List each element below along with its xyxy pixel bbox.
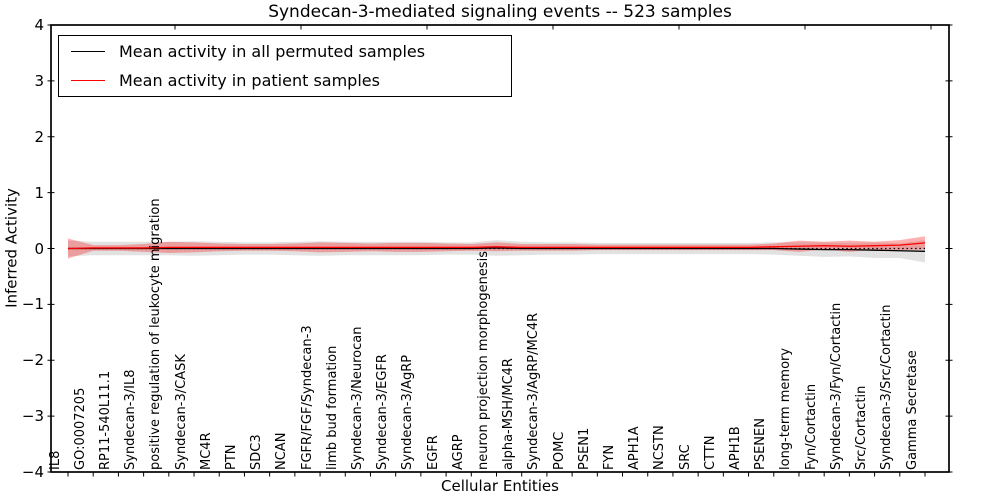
- x-tick-label: NCAN: [274, 432, 290, 470]
- permuted-line: [68, 247, 926, 252]
- y-tick-label: 4: [34, 16, 44, 34]
- x-tick-label: Syndecan-3/AgRP/MC4R: [526, 312, 542, 470]
- x-tick-label: PTN: [223, 444, 239, 470]
- legend-entry-permuted: Mean activity in all permuted samples: [59, 37, 511, 65]
- x-tick-label: MC4R: [198, 432, 214, 470]
- x-tick-label: AGRP: [450, 434, 466, 470]
- x-tick-label: RP11-540L11.1: [97, 370, 113, 470]
- x-tick-label: alpha-MSH/MC4R: [501, 358, 517, 470]
- patient-line-sample: [71, 80, 105, 82]
- x-tick-label: neuron projection morphogenesis: [476, 251, 491, 470]
- permuted-line-sample: [71, 50, 105, 52]
- chart-title: Syndecan-3-mediated signaling events -- …: [268, 2, 732, 22]
- x-tick-label: limb bud formation: [324, 345, 340, 470]
- x-tick-label: Syndecan-3/EGFR: [375, 354, 391, 470]
- x-tick-label: APH1A: [627, 426, 643, 470]
- x-tick-label: EGFR: [425, 435, 441, 470]
- x-tick-label: Syndecan-3/Neurocan: [349, 326, 365, 470]
- x-tick-label: positive regulation of leukocyte migrati…: [148, 198, 164, 470]
- x-tick-label: Syndecan-3/CASK: [173, 354, 189, 470]
- x-tick-label: Src/Cortactin: [854, 385, 870, 470]
- y-tick-label: −4: [21, 463, 44, 481]
- x-tick-label: CTTN: [702, 435, 718, 470]
- y-tick-label: 1: [34, 183, 44, 202]
- legend-entry-patient: Mean activity in patient samples: [59, 67, 511, 95]
- x-tick-label: Syndecan-3/AgRP: [400, 354, 416, 470]
- x-tick-label: FYN: [602, 444, 618, 470]
- x-tick-label: Syndecan-3/Src/Cortactin: [879, 304, 895, 470]
- x-tick-label: long-term memory: [778, 347, 794, 470]
- x-tick-label: Syndecan-3/Fyn/Cortactin: [828, 302, 844, 470]
- y-tick-label: −3: [21, 407, 44, 426]
- x-tick-label: Fyn/Cortactin: [803, 383, 819, 470]
- x-tick-label: PSENEN: [753, 418, 769, 470]
- x-tick-label: APH1B: [728, 426, 744, 470]
- legend-label-permuted: Mean activity in all permuted samples: [119, 41, 426, 61]
- y-tick-label: 2: [34, 127, 44, 146]
- x-tick-label: POMC: [551, 431, 567, 470]
- x-tick-label: NCSTN: [652, 425, 668, 470]
- x-tick-label: PSEN1: [576, 427, 592, 470]
- legend-label-patient: Mean activity in patient samples: [119, 71, 380, 91]
- y-tick-label: −1: [21, 295, 44, 314]
- x-tick-label: Gamma Secretase: [904, 350, 920, 470]
- x-tick-label: Syndecan-3/IL8: [123, 369, 139, 470]
- x-tick-label: IL8: [47, 450, 63, 470]
- x-tick-label: SDC3: [249, 434, 265, 470]
- y-tick-label: 0: [34, 239, 44, 258]
- x-axis-label: Cellular Entities: [441, 477, 559, 495]
- x-tick-label: FGFR/FGF/Syndecan-3: [299, 325, 315, 470]
- y-tick-label: 3: [34, 71, 44, 90]
- x-tick-label: SRC: [677, 444, 693, 470]
- legend: Mean activity in all permuted samples Me…: [58, 35, 512, 97]
- permuted-band: [68, 240, 925, 263]
- patient-line: [67, 242, 926, 250]
- x-tick-label: GO:0007205: [72, 387, 88, 470]
- y-tick-label: −2: [21, 351, 44, 370]
